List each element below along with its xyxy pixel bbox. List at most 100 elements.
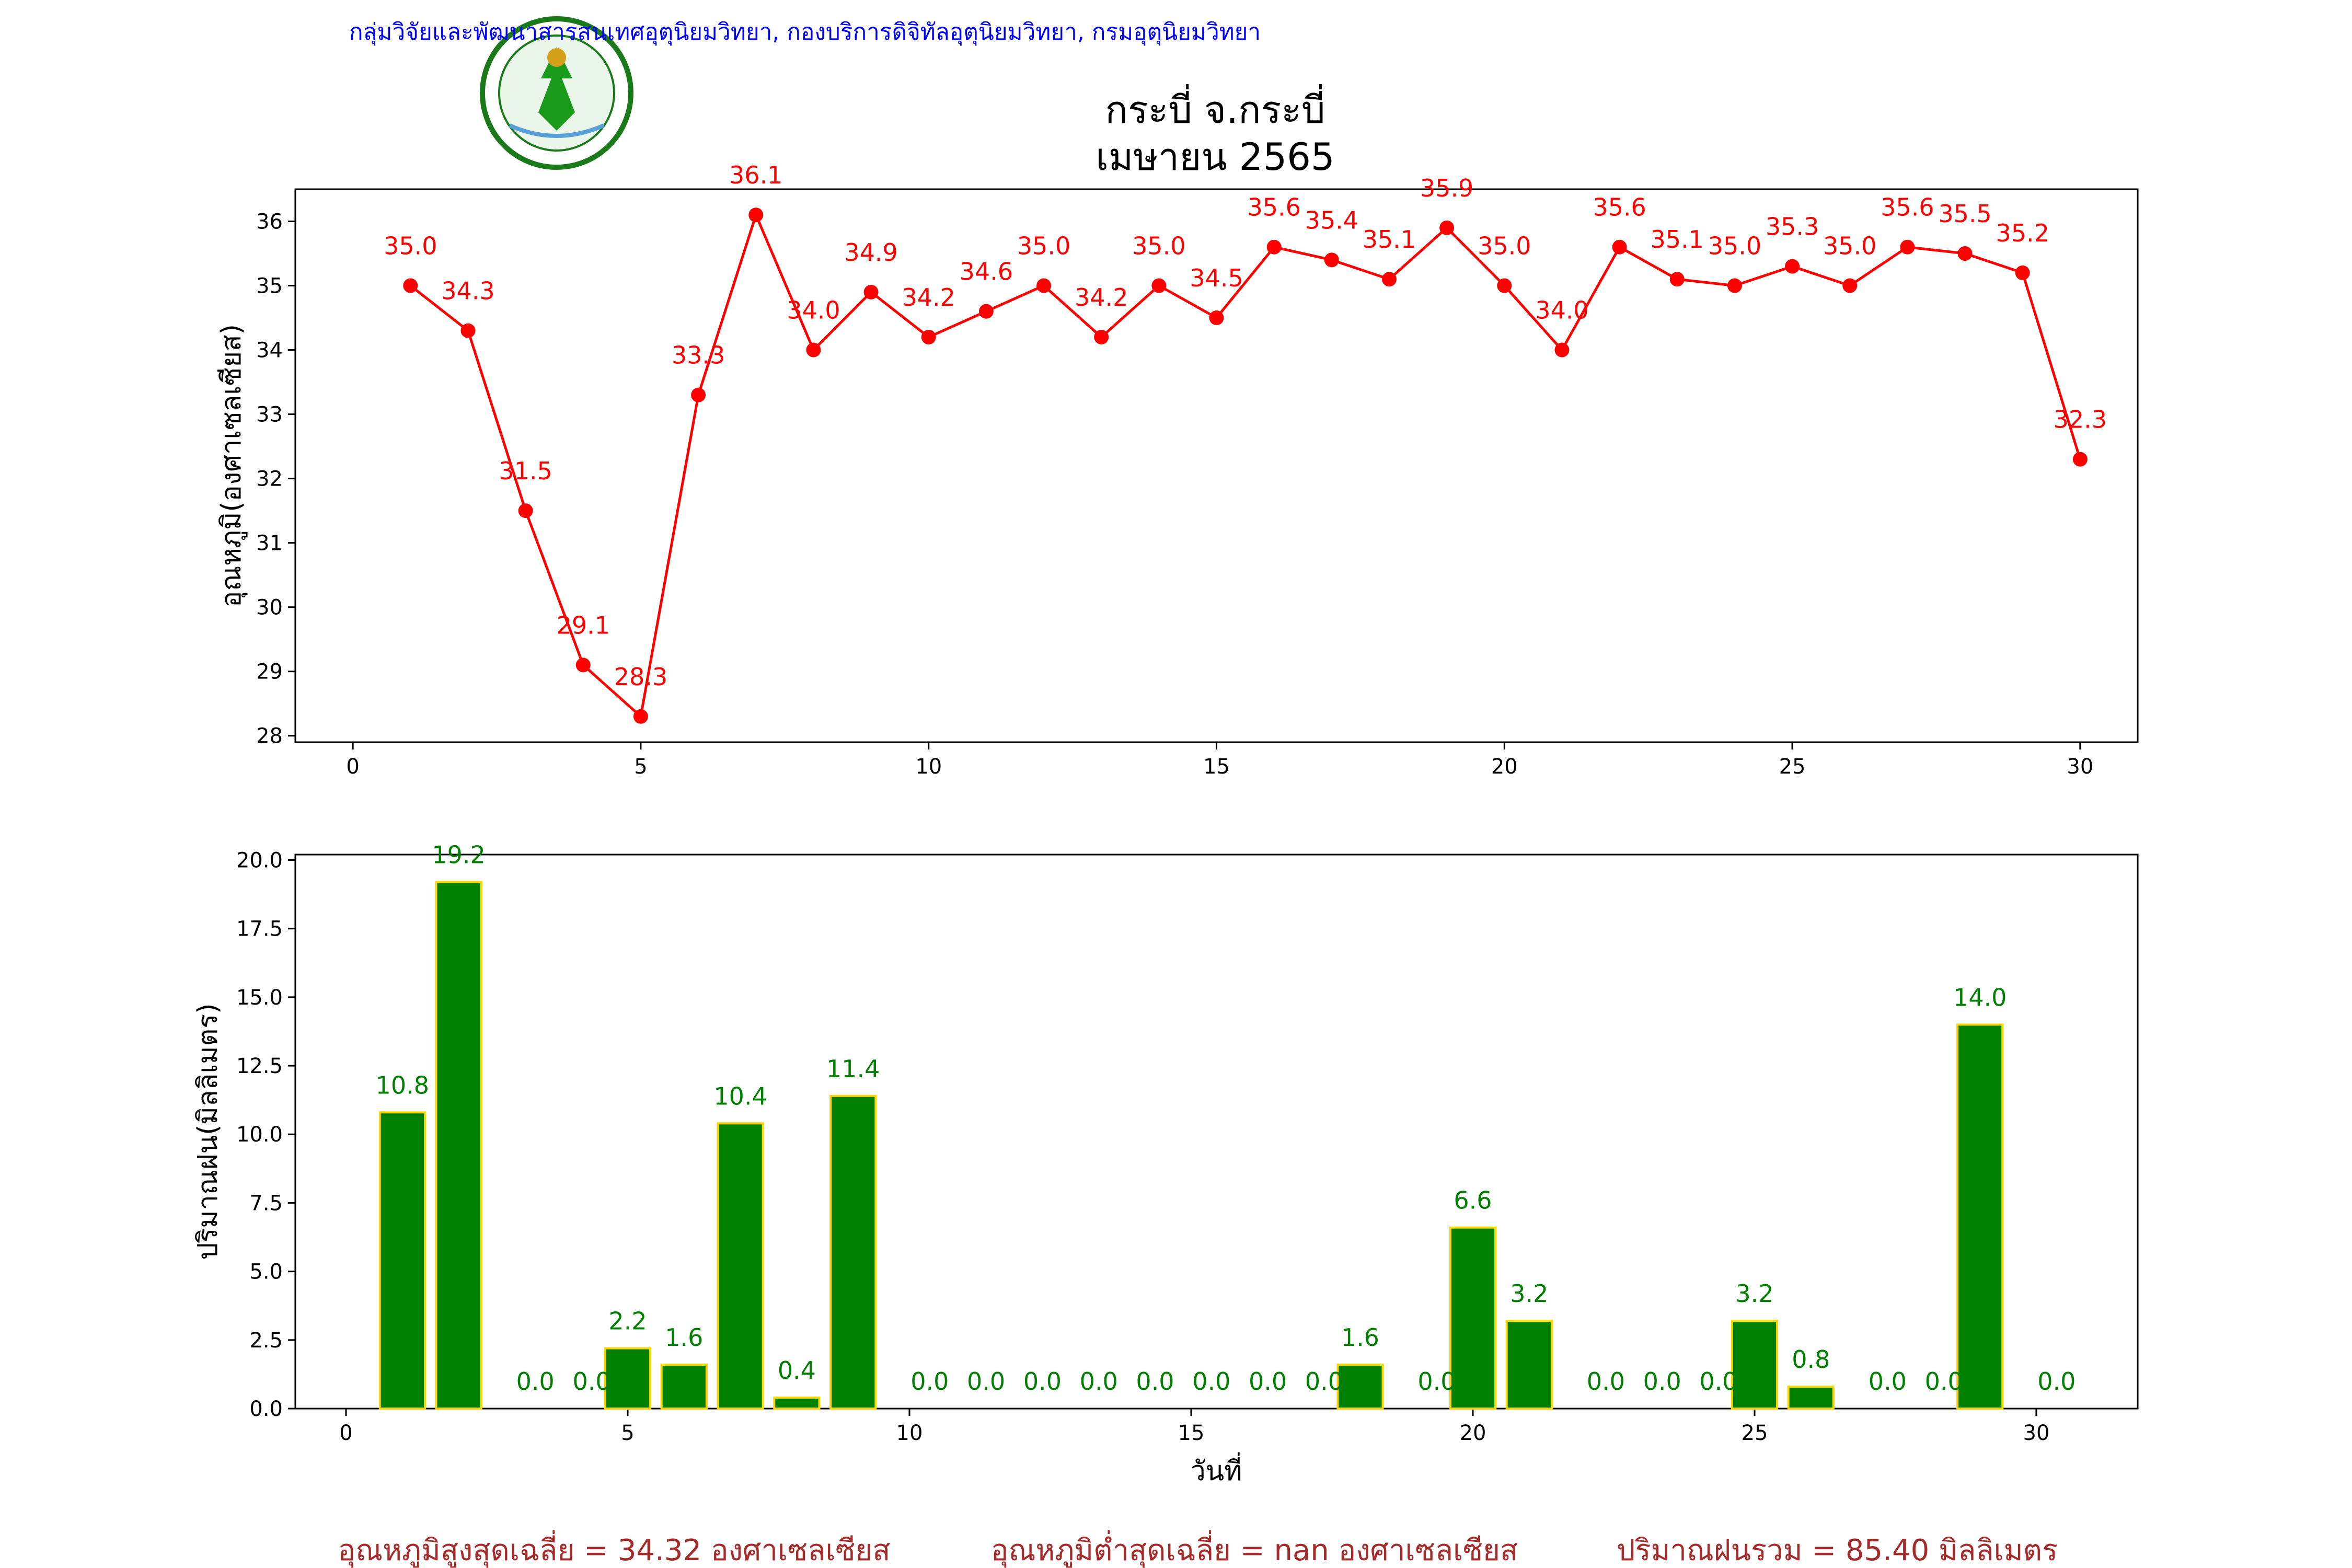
temperature-point (633, 709, 648, 724)
rainfall-data-label: 10.8 (376, 1071, 429, 1099)
rainfall-y-tick-label: 15.0 (236, 986, 283, 1010)
rainfall-data-label: 14.0 (1953, 983, 2007, 1011)
rainfall-bar (378, 1111, 426, 1410)
rainfall-data-label: 0.0 (1136, 1367, 1174, 1396)
summary-max-average: อุณหภูมิสูงสุดเฉลี่ย = 34.32 องศาเซลเซีย… (338, 1530, 890, 1568)
rainfall-bar (1787, 1386, 1835, 1410)
rainfall-data-label: 2.2 (608, 1307, 647, 1335)
rainfall-plot-frame (294, 854, 2139, 1410)
temperature-y-tick-label: 34 (256, 339, 283, 363)
rainfall-data-label: 0.4 (778, 1356, 816, 1385)
temperature-data-label: 34.5 (1190, 264, 1243, 292)
rainfall-axis-ticks: 0 5 10 15 20 25 30 0.0 2.5 5.0 7.5 10.0 12.5 15.0 17.5… (236, 848, 2049, 1445)
rainfall-bar (435, 881, 482, 1410)
rainfall-data-label: 0.0 (910, 1367, 949, 1396)
temperature-data-label: 34.6 (960, 258, 1013, 286)
temperature-x-tick-label: 25 (1779, 755, 1806, 779)
chart-title-station: กระบี่ จ.กระบี่ (1105, 84, 1325, 132)
temperature-data-label: 36.1 (729, 161, 782, 189)
rainfall-bar (1731, 1320, 1779, 1410)
temperature-data-label: 35.0 (1132, 232, 1185, 260)
rainfall-data-label: 3.2 (1510, 1279, 1548, 1308)
temperature-x-tick-label: 0 (346, 755, 359, 779)
temperature-y-tick-label: 35 (256, 274, 283, 298)
rainfall-bar (1449, 1226, 1497, 1410)
temperature-data-label: 35.0 (1823, 232, 1876, 260)
temperature-point (1842, 278, 1858, 293)
temperature-data-label: 35.0 (1708, 232, 1761, 260)
temperature-x-tick-label: 5 (634, 755, 647, 779)
rainfall-data-label: 0.0 (1643, 1367, 1681, 1396)
rainfall-data-label: 1.6 (665, 1323, 703, 1352)
temperature-point (691, 387, 706, 402)
summary-min-average: อุณหภูมิต่ำสุดเฉลี่ย = nan องศาเซลเซียส (991, 1530, 1518, 1568)
temperature-point (2072, 452, 2088, 467)
rainfall-data-label: 0.0 (572, 1367, 610, 1396)
temperature-data-label: 35.6 (1881, 193, 1934, 222)
rainfall-data-label: 0.0 (1925, 1367, 1963, 1396)
rainfall-y-tick-label: 2.5 (249, 1329, 283, 1353)
rainfall-x-tick-label: 25 (1742, 1421, 1768, 1445)
rainfall-y-tick-label: 12.5 (236, 1054, 283, 1078)
temperature-y-tick-label: 28 (256, 724, 283, 748)
temperature-y-tick-label: 36 (256, 210, 283, 234)
rainfall-y-tick-label: 0.0 (249, 1397, 283, 1421)
rainfall-x-axis-label: วันที่ (1190, 1452, 1242, 1487)
temperature-point (1381, 272, 1397, 287)
rainfall-data-label: 0.0 (1249, 1367, 1287, 1396)
rainfall-bar (604, 1347, 652, 1410)
temperature-data-label: 35.0 (384, 232, 437, 260)
temperature-data-label: 35.0 (1478, 232, 1531, 260)
temperature-data-label: 34.2 (902, 283, 955, 312)
temperature-data-label: 35.1 (1651, 225, 1704, 253)
rainfall-bar (829, 1094, 877, 1410)
temperature-point (806, 342, 821, 358)
temperature-data-labels: 35.034.331.529.128.333.336.134.034.934.2… (384, 161, 2107, 691)
temperature-point (1957, 246, 1973, 261)
rainfall-data-label: 1.6 (1341, 1323, 1379, 1352)
temperature-y-tick-label: 29 (256, 660, 283, 684)
temperature-point (2015, 265, 2030, 280)
temperature-data-label: 35.6 (1247, 193, 1300, 222)
rainfall-data-label: 0.0 (1080, 1367, 1118, 1396)
rainfall-data-label: 0.0 (1869, 1367, 1907, 1396)
temperature-data-label: 34.2 (1075, 283, 1128, 312)
temperature-data-label: 35.4 (1305, 206, 1358, 234)
temperature-data-label: 28.3 (614, 663, 667, 691)
rainfall-x-tick-label: 30 (2023, 1421, 2050, 1445)
rainfall-data-label: 0.0 (2037, 1367, 2076, 1396)
temperature-data-label: 34.9 (844, 238, 897, 267)
rainfall-data-label: 19.2 (432, 840, 485, 869)
temperature-data-label: 35.2 (1996, 219, 2049, 247)
temperature-y-tick-label: 31 (256, 532, 283, 556)
temperature-data-label: 31.5 (499, 457, 552, 485)
temperature-point (1151, 278, 1167, 293)
temperature-data-label: 35.1 (1363, 225, 1416, 253)
temperature-y-tick-label: 30 (256, 596, 283, 620)
temperature-data-label: 34.0 (1535, 296, 1588, 325)
temperature-point (460, 323, 476, 338)
temperature-data-label: 35.9 (1420, 174, 1473, 202)
rainfall-data-label: 0.0 (1305, 1367, 1343, 1396)
temperature-point (1900, 239, 1915, 255)
temperature-data-label: 34.3 (441, 277, 494, 305)
temperature-point (1439, 220, 1455, 235)
rainfall-bar (660, 1364, 708, 1410)
temperature-point (1497, 278, 1512, 293)
rainfall-data-label: 0.0 (1192, 1367, 1230, 1396)
temperature-point (921, 329, 936, 344)
rainfall-y-tick-label: 20.0 (236, 848, 283, 872)
rainfall-data-label: 0.8 (1792, 1345, 1830, 1374)
rainfall-data-label: 0.0 (516, 1367, 555, 1396)
temperature-point (1785, 259, 1800, 274)
temperature-point (978, 304, 994, 319)
rainfall-x-tick-label: 5 (621, 1421, 634, 1445)
rainfall-chart: 0 5 10 15 20 25 30 0.0 2.5 5.0 7.5 10.0 12.5 15.0 17.5… (192, 840, 2139, 1487)
temperature-point (863, 284, 879, 299)
temperature-point (518, 503, 533, 518)
rainfall-data-label: 0.0 (1587, 1367, 1625, 1396)
temperature-x-tick-label: 10 (915, 755, 942, 779)
summary-rain-total: ปริมาณฝนรวม = 85.40 มิลลิเมตร (1617, 1534, 2058, 1567)
rainfall-data-label: 3.2 (1735, 1279, 1773, 1308)
